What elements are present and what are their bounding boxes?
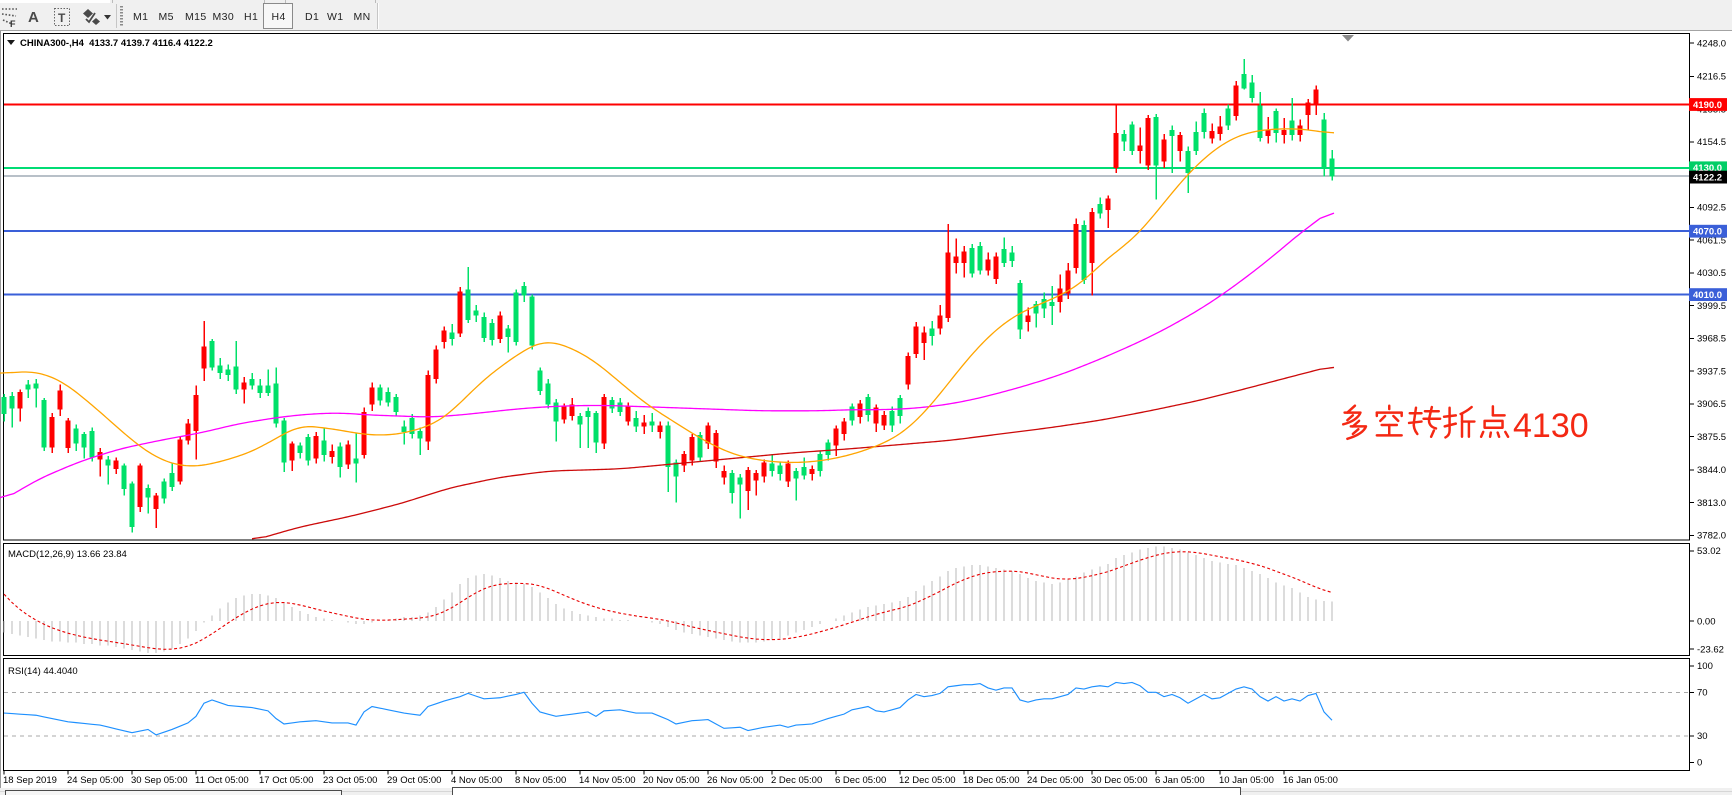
svg-text:26 Nov 05:00: 26 Nov 05:00 xyxy=(707,775,764,786)
svg-text:29 Oct 05:00: 29 Oct 05:00 xyxy=(387,775,441,786)
svg-text:H4: H4 xyxy=(272,11,286,23)
svg-text:4190.0: 4190.0 xyxy=(1693,100,1722,111)
svg-text:23 Oct 05:00: 23 Oct 05:00 xyxy=(323,775,377,786)
svg-text:30 Sep 05:00: 30 Sep 05:00 xyxy=(131,775,188,786)
svg-text:3813.0: 3813.0 xyxy=(1697,498,1726,509)
svg-text:4010.0: 4010.0 xyxy=(1693,290,1722,301)
svg-text:4122.2: 4122.2 xyxy=(1693,173,1722,184)
svg-text:4070.0: 4070.0 xyxy=(1693,227,1722,238)
svg-text:3875.5: 3875.5 xyxy=(1697,432,1726,443)
svg-text:30 Dec 05:00: 30 Dec 05:00 xyxy=(1091,775,1148,786)
svg-text:30: 30 xyxy=(1697,731,1708,742)
svg-text:16 Jan 05:00: 16 Jan 05:00 xyxy=(1283,775,1338,786)
svg-text:RSI(14) 44.4040: RSI(14) 44.4040 xyxy=(8,666,78,677)
svg-text:M5: M5 xyxy=(159,11,174,23)
svg-text:M15: M15 xyxy=(185,11,207,23)
svg-text:3999.5: 3999.5 xyxy=(1697,301,1726,312)
svg-text:4130.0: 4130.0 xyxy=(1693,163,1722,174)
svg-text:M1: M1 xyxy=(133,11,148,23)
svg-text:12 Dec 05:00: 12 Dec 05:00 xyxy=(899,775,956,786)
svg-text:MACD(12,26,9) 13.66 23.84: MACD(12,26,9) 13.66 23.84 xyxy=(8,549,127,560)
svg-text:MN: MN xyxy=(354,11,371,23)
svg-text:18 Sep 2019: 18 Sep 2019 xyxy=(3,775,57,786)
svg-text:100: 100 xyxy=(1697,661,1713,672)
svg-text:14 Nov 05:00: 14 Nov 05:00 xyxy=(579,775,636,786)
svg-text:4 Nov 05:00: 4 Nov 05:00 xyxy=(451,775,502,786)
svg-text:3844.0: 3844.0 xyxy=(1697,465,1726,476)
svg-text:4030.5: 4030.5 xyxy=(1697,268,1726,279)
svg-text:4130: 4130 xyxy=(1513,407,1589,445)
svg-text:H1: H1 xyxy=(244,11,258,23)
svg-text:3906.5: 3906.5 xyxy=(1697,399,1726,410)
svg-text:53.02: 53.02 xyxy=(1697,546,1721,557)
svg-text:17 Oct 05:00: 17 Oct 05:00 xyxy=(259,775,313,786)
svg-text:2 Dec 05:00: 2 Dec 05:00 xyxy=(771,775,822,786)
svg-text:4216.5: 4216.5 xyxy=(1697,72,1726,83)
svg-text:CHINA300-,H4 4133.7 4139.7 41: CHINA300-,H4 4133.7 4139.7 4116.4 4122.2 xyxy=(20,38,213,49)
svg-text:0.00: 0.00 xyxy=(1697,616,1716,627)
svg-text:8 Nov 05:00: 8 Nov 05:00 xyxy=(515,775,566,786)
svg-text:3782.0: 3782.0 xyxy=(1697,531,1726,542)
svg-text:3968.5: 3968.5 xyxy=(1697,334,1726,345)
svg-text:6 Jan 05:00: 6 Jan 05:00 xyxy=(1155,775,1205,786)
svg-text:70: 70 xyxy=(1697,688,1708,699)
svg-text:24 Sep 05:00: 24 Sep 05:00 xyxy=(67,775,124,786)
svg-text:W1: W1 xyxy=(327,11,344,23)
svg-text:4092.5: 4092.5 xyxy=(1697,203,1726,214)
svg-text:0: 0 xyxy=(1697,758,1702,769)
svg-text:T: T xyxy=(58,11,66,25)
svg-text:4248.0: 4248.0 xyxy=(1697,38,1726,49)
svg-text:4061.5: 4061.5 xyxy=(1697,235,1726,246)
svg-text:11 Oct 05:00: 11 Oct 05:00 xyxy=(195,775,249,786)
svg-text:18 Dec 05:00: 18 Dec 05:00 xyxy=(963,775,1020,786)
svg-text:4154.5: 4154.5 xyxy=(1697,137,1726,148)
svg-text:-23.62: -23.62 xyxy=(1697,644,1724,655)
svg-text:10 Jan 05:00: 10 Jan 05:00 xyxy=(1219,775,1274,786)
svg-text:M30: M30 xyxy=(213,11,235,23)
svg-text:F: F xyxy=(10,19,16,29)
svg-text:6 Dec 05:00: 6 Dec 05:00 xyxy=(835,775,886,786)
svg-text:3937.5: 3937.5 xyxy=(1697,366,1726,377)
svg-text:D1: D1 xyxy=(305,11,319,23)
svg-text:20 Nov 05:00: 20 Nov 05:00 xyxy=(643,775,700,786)
svg-text:24 Dec 05:00: 24 Dec 05:00 xyxy=(1027,775,1084,786)
svg-text:A: A xyxy=(28,9,39,26)
